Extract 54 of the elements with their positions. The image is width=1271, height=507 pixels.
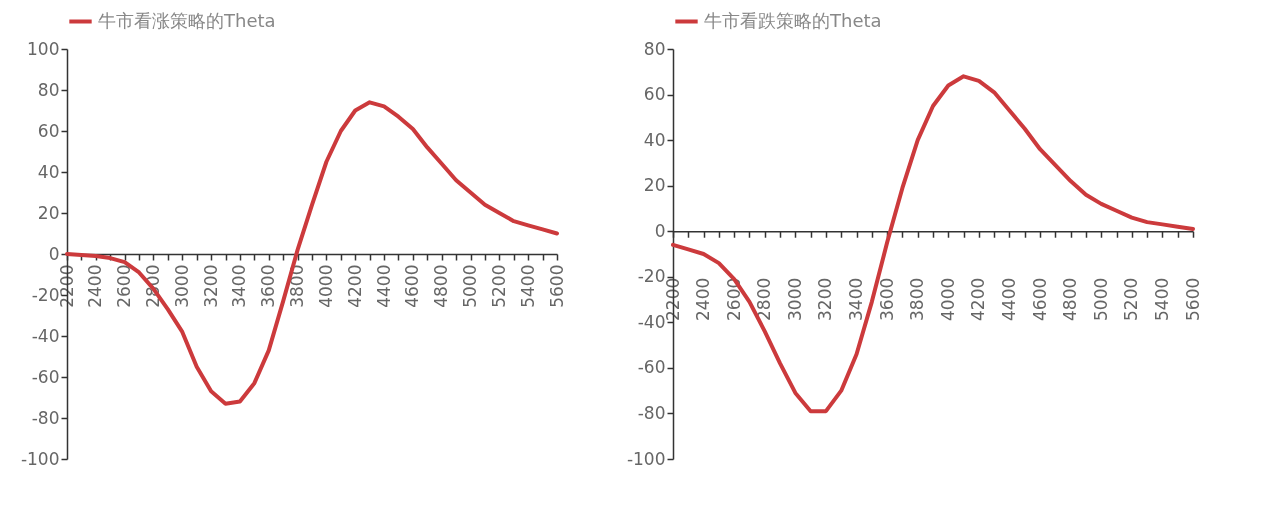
y-tick-label: 100 xyxy=(27,38,60,59)
x-tick-label: 3800 xyxy=(907,277,928,321)
y-tick-label: -80 xyxy=(637,402,666,423)
x-tick-label: 4400 xyxy=(373,264,394,308)
x-tick-label: 4600 xyxy=(402,264,423,308)
y-tick-label: 80 xyxy=(37,79,60,100)
x-tick-label: 3200 xyxy=(815,277,836,321)
x-tick-label: 4200 xyxy=(968,277,989,321)
y-tick-label: 60 xyxy=(643,84,666,105)
y-tick-label: -60 xyxy=(31,366,60,387)
x-tick-label: 4200 xyxy=(344,264,365,308)
y-tick-label: -80 xyxy=(31,407,60,428)
x-tick-label: 5600 xyxy=(1182,277,1203,321)
x-tick-label: 4600 xyxy=(1029,277,1050,321)
y-tick-label: -100 xyxy=(626,448,666,469)
x-tick-label: 3400 xyxy=(846,277,867,321)
y-tick-label: 20 xyxy=(37,202,60,223)
x-tick-label: 5600 xyxy=(546,264,567,308)
y-tick-label: -100 xyxy=(20,448,60,469)
x-tick-label: 2600 xyxy=(114,264,135,308)
y-tick-label: 80 xyxy=(643,38,666,59)
x-tick-label: 4400 xyxy=(998,277,1019,321)
y-tick-label: 0 xyxy=(654,220,666,241)
x-tick-label: 4800 xyxy=(1060,277,1081,321)
y-tick-label: 40 xyxy=(643,129,666,150)
y-tick-label: 20 xyxy=(643,175,666,196)
x-tick-label: 3600 xyxy=(876,277,897,321)
x-tick-label: 2800 xyxy=(754,277,775,321)
x-tick-label: 2400 xyxy=(693,277,714,321)
y-tick-label: -40 xyxy=(31,325,60,346)
x-tick-label: 4800 xyxy=(431,264,452,308)
legend-label: 牛市看涨策略的Theta xyxy=(98,9,276,31)
x-tick-label: 3200 xyxy=(200,264,221,308)
x-tick-label: 5000 xyxy=(460,264,481,308)
y-tick-label: 40 xyxy=(37,161,60,182)
x-tick-label: 4000 xyxy=(315,264,336,308)
y-tick-label: -20 xyxy=(637,266,666,287)
x-tick-label: 3400 xyxy=(229,264,250,308)
x-tick-label: 5000 xyxy=(1090,277,1111,321)
x-tick-label: 2400 xyxy=(85,264,106,308)
x-tick-label: 3000 xyxy=(784,277,805,321)
y-tick-label: 0 xyxy=(48,243,60,264)
x-tick-label: 5400 xyxy=(1151,277,1172,321)
y-tick-label: -60 xyxy=(637,357,666,378)
y-tick-label: -40 xyxy=(637,311,666,332)
y-tick-label: -20 xyxy=(31,284,60,305)
x-tick-label: 5400 xyxy=(517,264,538,308)
x-tick-label: 4000 xyxy=(937,277,958,321)
x-tick-label: 3000 xyxy=(171,264,192,308)
y-tick-label: 60 xyxy=(37,120,60,141)
x-tick-label: 5200 xyxy=(488,264,509,308)
x-tick-label: 3600 xyxy=(258,264,279,308)
legend-label: 牛市看跌策略的Theta xyxy=(704,9,882,31)
x-tick-label: 5200 xyxy=(1121,277,1142,321)
